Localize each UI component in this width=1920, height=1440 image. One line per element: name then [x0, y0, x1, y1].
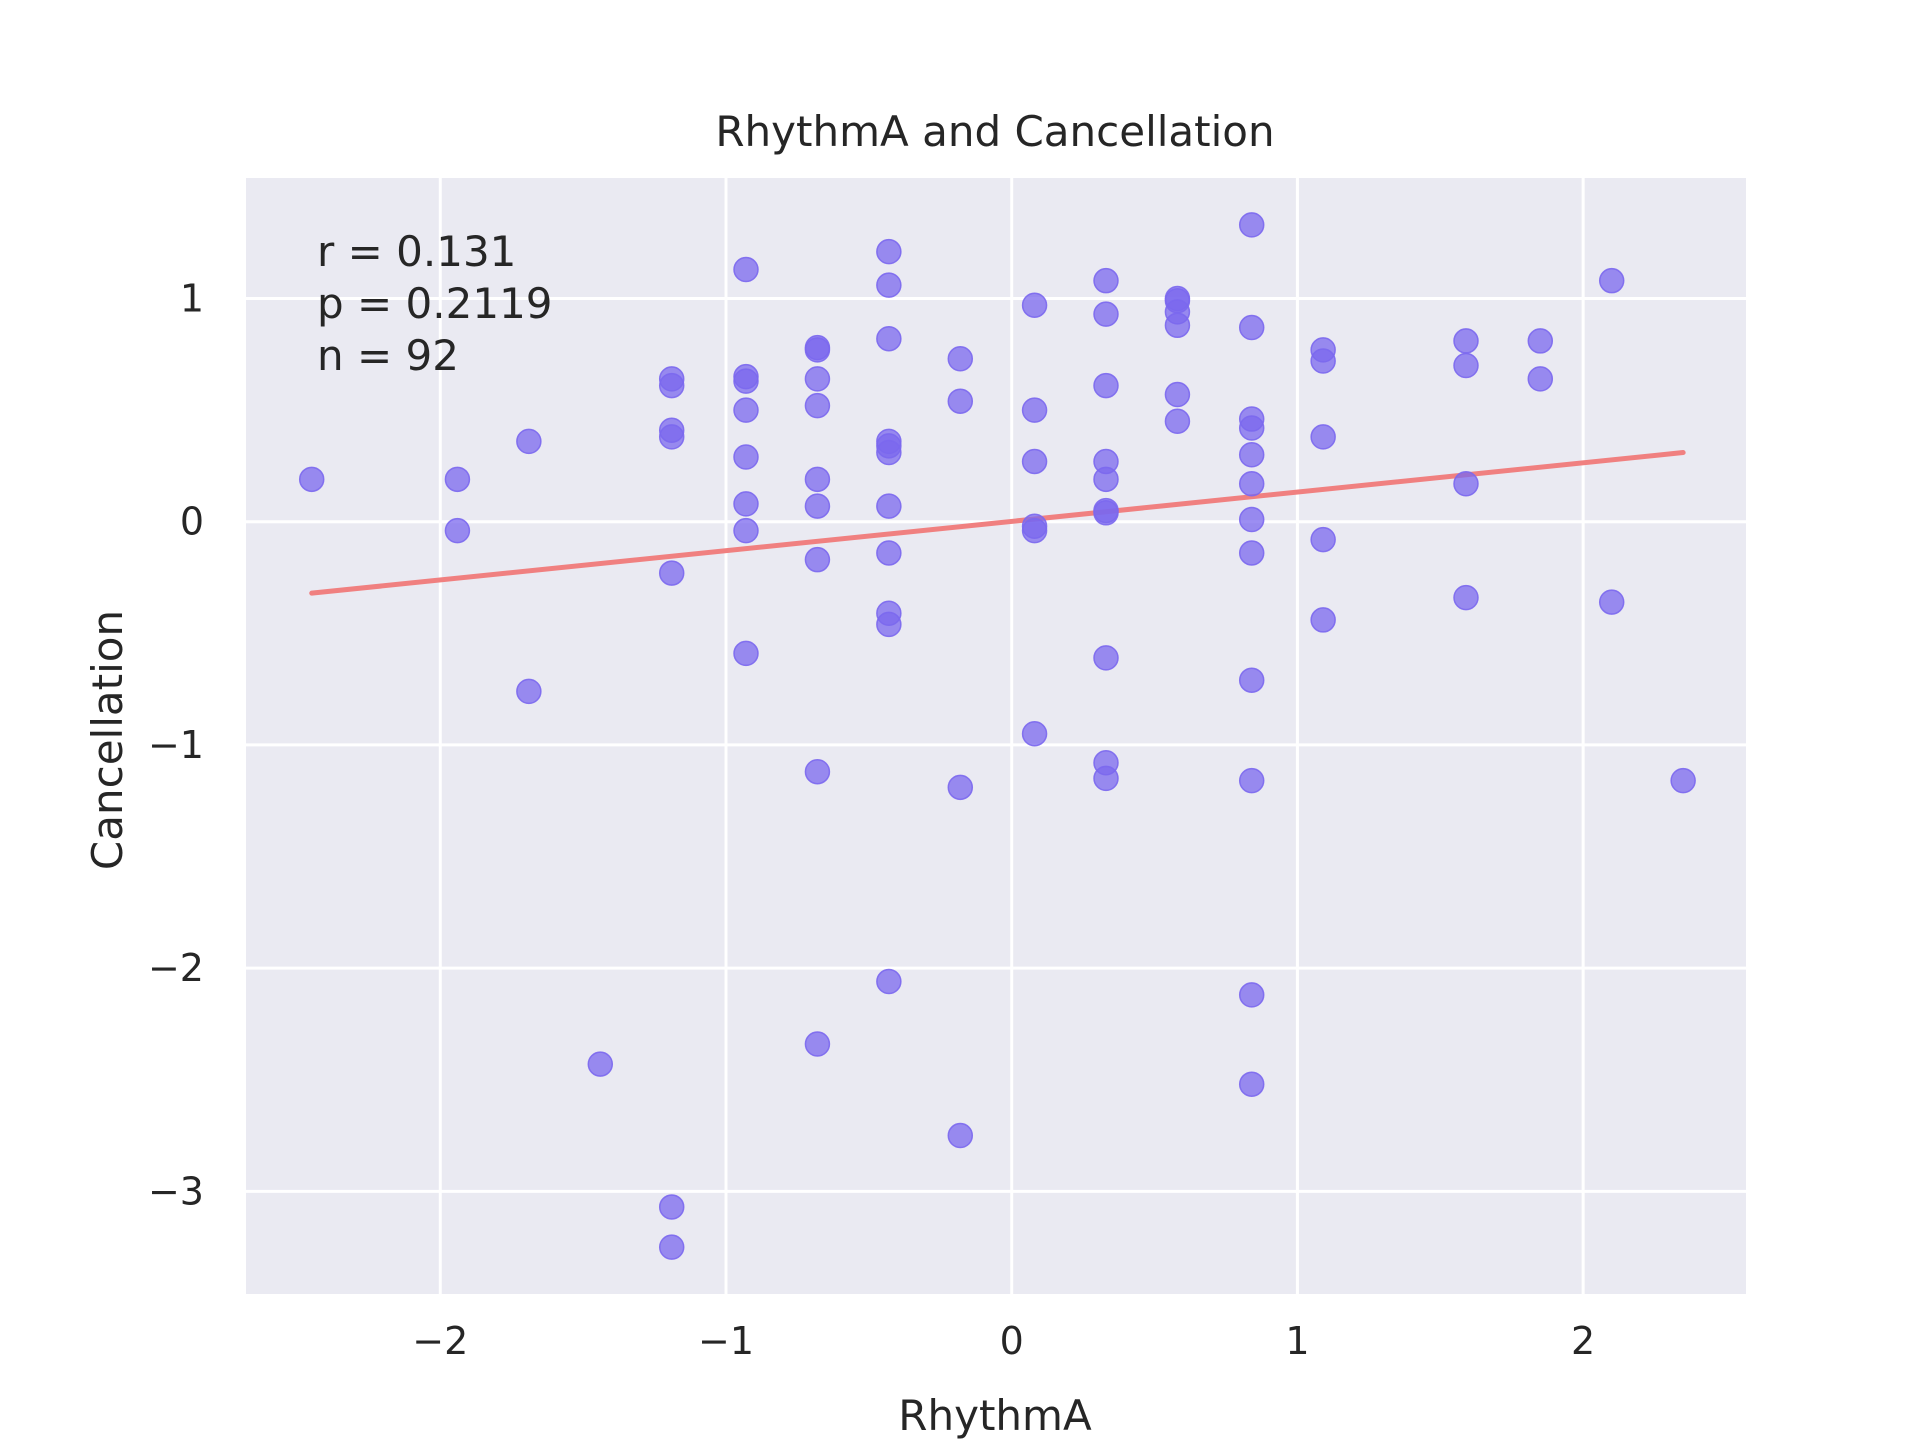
scatter-point — [804, 366, 831, 392]
scatter-point — [1164, 381, 1191, 408]
scatter-point — [1238, 415, 1265, 441]
scatter-point — [1238, 314, 1265, 341]
scatter-point — [658, 1234, 685, 1260]
scatter-point — [947, 1122, 974, 1149]
scatter-point — [1598, 589, 1625, 615]
x-tick-label: −2 — [412, 1319, 468, 1363]
scatter-point — [1093, 267, 1119, 294]
scatter-point — [947, 774, 974, 801]
scatter-point — [876, 611, 902, 638]
plot-background — [246, 178, 1746, 1294]
scatter-point — [1021, 292, 1048, 318]
chart-title: RhythmA and Cancellation — [715, 107, 1274, 156]
scatter-point — [1453, 352, 1479, 379]
scatter-point — [733, 256, 759, 283]
scatter-point — [1164, 408, 1191, 435]
scatter-point — [1238, 212, 1265, 238]
scatter-point — [1310, 424, 1336, 450]
scatter-point — [516, 678, 542, 705]
scatter-point — [804, 337, 831, 363]
scatter-point — [804, 392, 831, 419]
y-tick-label: 0 — [180, 500, 204, 544]
scatter-point — [1238, 471, 1265, 497]
scatter-point — [804, 493, 831, 519]
scatter-point — [733, 491, 759, 517]
scatter-point — [1238, 767, 1265, 794]
scatter-point — [876, 493, 902, 519]
scatter-point — [1238, 540, 1265, 566]
scatter-point — [658, 1194, 685, 1220]
scatter-point — [1093, 765, 1119, 792]
scatter-point — [804, 466, 831, 493]
stat-n: n = 92 — [317, 331, 459, 380]
scatter-point — [804, 1031, 831, 1057]
scatter-point — [1310, 607, 1336, 633]
y-axis-label: Cancellation — [83, 610, 132, 870]
scatter-point — [658, 372, 685, 399]
scatter-point — [876, 238, 902, 265]
scatter-point — [1527, 328, 1554, 354]
scatter-point — [947, 388, 974, 414]
scatter-point — [876, 272, 902, 298]
scatter-point — [1238, 1071, 1265, 1097]
y-tick-label: −2 — [148, 946, 204, 990]
y-tick-label: −3 — [148, 1169, 204, 1213]
scatter-point — [1453, 471, 1479, 497]
scatter-point — [1093, 466, 1119, 493]
scatter-point — [733, 397, 759, 423]
scatter-point — [733, 368, 759, 394]
scatter-point — [1238, 667, 1265, 693]
scatter-point — [658, 560, 685, 586]
scatter-point — [804, 546, 831, 573]
scatter-point — [1310, 526, 1336, 553]
y-tick-label: −1 — [148, 723, 204, 767]
scatter-point — [516, 428, 542, 455]
x-tick-label: −1 — [698, 1319, 754, 1363]
scatter-point — [804, 758, 831, 785]
scatter-point — [1093, 301, 1119, 327]
scatter-point — [1527, 366, 1554, 392]
scatter-point — [876, 540, 902, 566]
y-tick-label: 1 — [180, 277, 204, 321]
scatter-point — [1598, 267, 1625, 294]
scatter-point — [733, 517, 759, 544]
x-tick-label: 2 — [1571, 1319, 1595, 1363]
stat-r: r = 0.131 — [317, 227, 516, 276]
scatter-point — [1453, 328, 1479, 354]
scatter-point — [1238, 982, 1265, 1008]
scatter-point — [1021, 397, 1048, 423]
fit-line-layer — [309, 450, 1686, 596]
scatter-point — [298, 466, 325, 493]
scatter-point — [1238, 506, 1265, 533]
scatter-point — [587, 1051, 614, 1077]
scatter-point — [876, 439, 902, 466]
scatter-point — [733, 640, 759, 667]
x-tick-label: 1 — [1285, 1319, 1309, 1363]
scatter-point — [1021, 517, 1048, 544]
scatter-point — [1093, 372, 1119, 399]
scatter-point — [1453, 584, 1479, 611]
scatter-point — [733, 444, 759, 470]
scatter-point — [1021, 448, 1048, 475]
scatter-point — [876, 968, 902, 995]
stat-p: p = 0.2119 — [317, 279, 553, 328]
scatter-point — [947, 346, 974, 372]
x-tick-label: 0 — [1000, 1319, 1024, 1363]
tick-labels: −2 −1 0 1 2 −3 −2 −1 0 1 — [148, 277, 1595, 1363]
scatter-point — [876, 325, 902, 352]
scatter-point — [1093, 500, 1119, 526]
scatter-point — [1670, 767, 1696, 794]
points-layer — [298, 212, 1696, 1260]
scatter-point — [1238, 442, 1265, 468]
x-axis-label: RhythmA — [898, 1391, 1092, 1440]
scatter-point — [1310, 348, 1336, 374]
scatter-point — [1164, 312, 1191, 339]
scatter-point — [444, 517, 471, 544]
scatter-point — [444, 466, 471, 493]
regression-line — [309, 450, 1686, 596]
scatter-point — [1021, 721, 1048, 747]
scatter-point — [658, 424, 685, 450]
scatter-point — [1093, 645, 1119, 671]
